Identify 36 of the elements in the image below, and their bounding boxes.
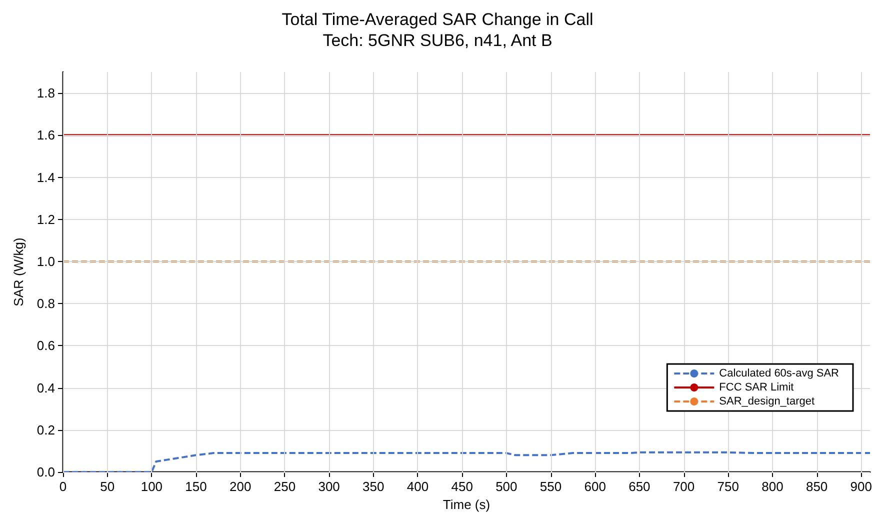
x-tick-label: 300: [318, 479, 340, 494]
chart-title: Total Time-Averaged SAR Change in Call: [282, 10, 594, 29]
x-tick-label: 450: [451, 479, 473, 494]
x-tick-label: 100: [140, 479, 163, 494]
x-tick-label: 750: [717, 479, 739, 494]
x-tick-label: 0: [59, 479, 67, 494]
y-tick-label: 1.4: [36, 170, 55, 185]
y-tick-label: 0.8: [36, 296, 55, 312]
x-tick-label: 600: [584, 479, 606, 494]
x-tick-label: 350: [362, 479, 384, 494]
x-tick-label: 650: [628, 479, 650, 494]
x-tick-label: 400: [406, 479, 429, 494]
x-tick-label: 250: [274, 479, 296, 494]
x-tick-label: 500: [496, 479, 518, 494]
legend-label: FCC SAR Limit: [719, 382, 794, 394]
y-tick-label: 0.0: [36, 464, 55, 480]
legend-label: SAR_design_target: [719, 396, 815, 408]
y-tick-label: 1.8: [36, 86, 55, 101]
x-tick-label: 900: [850, 479, 872, 494]
x-tick-label: 800: [762, 479, 784, 494]
x-tick-label: 700: [672, 479, 695, 494]
x-tick-label: 200: [230, 479, 252, 494]
y-tick-label: 0.2: [36, 422, 55, 438]
x-tick-label: 850: [806, 479, 828, 494]
x-tick-label: 150: [185, 479, 207, 494]
y-tick-label: 1.2: [36, 212, 55, 227]
legend-label: Calculated 60s-avg SAR: [719, 368, 840, 380]
y-axis-title: SAR (W/kg): [11, 238, 26, 306]
y-tick-label: 1.0: [36, 254, 55, 269]
x-axis-title: Time (s): [442, 497, 490, 512]
chart-subtitle: Tech: 5GNR SUB6, n41, Ant B: [322, 31, 552, 50]
x-tick-label: 50: [100, 479, 115, 494]
y-tick-label: 1.6: [36, 128, 55, 143]
y-tick-label: 0.6: [36, 338, 55, 354]
x-tick-label: 550: [540, 479, 562, 494]
y-tick-label: 0.4: [36, 380, 55, 396]
